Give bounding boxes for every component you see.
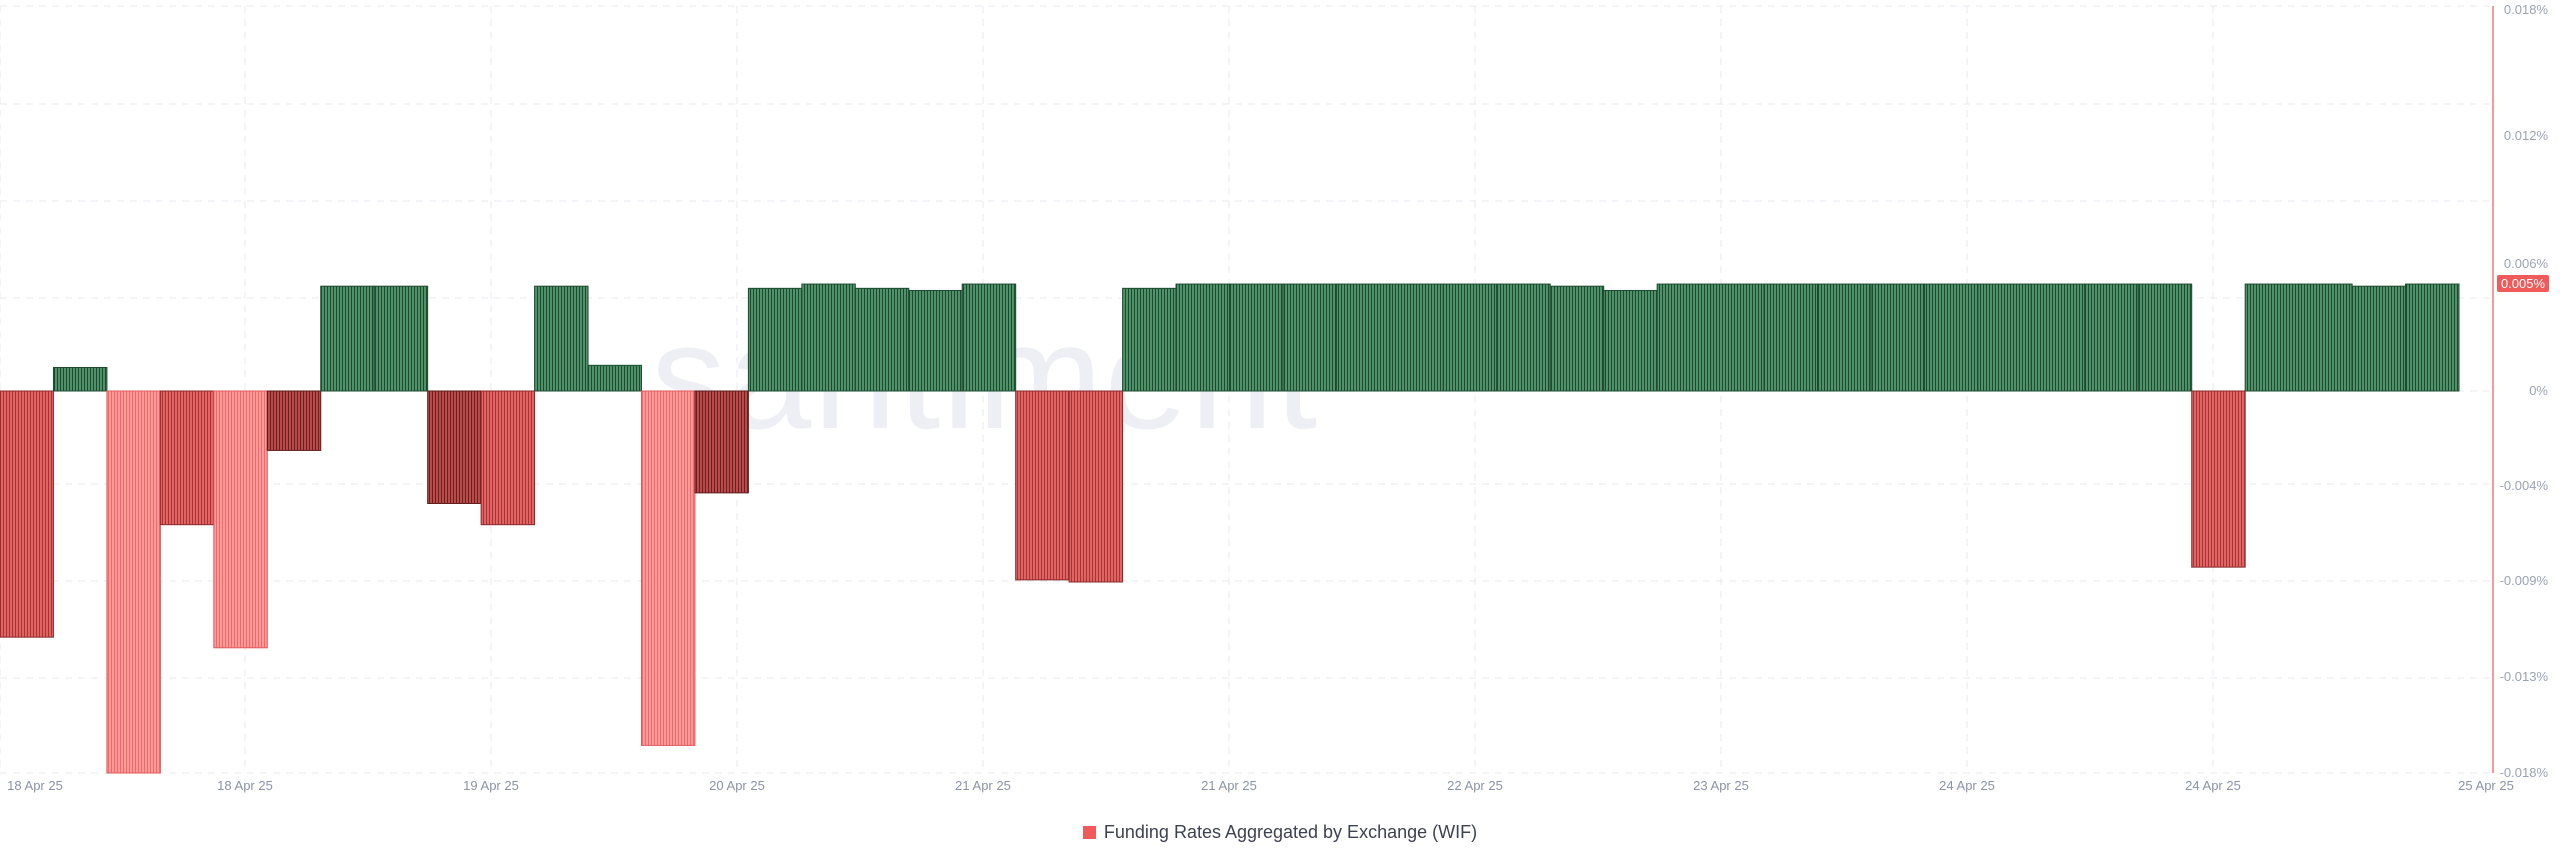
bar xyxy=(1015,390,1070,581)
x-tick-label: 21 Apr 25 xyxy=(1201,778,1257,793)
bar xyxy=(1977,283,2032,392)
x-tick-label: 23 Apr 25 xyxy=(1693,778,1749,793)
bar xyxy=(213,390,268,649)
bar xyxy=(1603,289,1658,392)
bar xyxy=(640,390,696,746)
bar xyxy=(2137,283,2193,392)
bar xyxy=(320,285,375,392)
bar-series xyxy=(0,283,2460,774)
bar xyxy=(1817,283,1872,392)
bar xyxy=(1175,283,1231,392)
bar xyxy=(2191,390,2246,568)
bar xyxy=(480,390,536,526)
bar xyxy=(266,390,322,451)
y-tick-label: -0.018% xyxy=(2500,765,2549,780)
last-value-badge xyxy=(2497,275,2549,293)
bar xyxy=(52,366,108,392)
bar xyxy=(1710,283,1765,392)
y-tick-label: 0.012% xyxy=(2504,128,2549,143)
y-tick-label: -0.009% xyxy=(2500,573,2549,588)
bar xyxy=(106,390,161,774)
bar xyxy=(961,283,1017,392)
bar xyxy=(854,287,910,392)
x-tick-label: 21 Apr 25 xyxy=(955,778,1011,793)
y-axis: 0.018% 0.012% 0.006% 0% -0.004% -0.009% -0.013… xyxy=(2492,2,2549,780)
bar xyxy=(1122,287,1177,392)
bar xyxy=(587,364,642,392)
x-tick-label: 19 Apr 25 xyxy=(463,778,519,793)
bar xyxy=(159,390,215,526)
bar xyxy=(2244,283,2300,392)
legend-swatch-icon xyxy=(1082,826,1096,839)
last-value-label: 0.005% xyxy=(2501,276,2546,291)
x-tick-label: 18 Apr 25 xyxy=(217,778,273,793)
y-tick-label: 0% xyxy=(2529,383,2548,398)
bar xyxy=(373,285,429,392)
bar xyxy=(2405,283,2460,392)
bar xyxy=(427,390,482,504)
bar xyxy=(534,285,589,392)
bar xyxy=(1870,283,1925,392)
x-axis: 18 Apr 25 18 Apr 25 19 Apr 25 20 Apr 25 21 A… xyxy=(7,778,2514,793)
bar xyxy=(1282,283,1337,392)
bar xyxy=(1923,283,1979,392)
x-tick-label: 18 Apr 25 xyxy=(7,778,63,793)
bar xyxy=(1442,283,1498,392)
y-tick-label: 0.006% xyxy=(2504,256,2549,271)
chart-legend[interactable]: Funding Rates Aggregated by Exchange (WI… xyxy=(0,822,2560,843)
bar xyxy=(1229,283,1284,392)
bar xyxy=(0,390,54,638)
x-tick-label: 25 Apr 25 xyxy=(2458,778,2514,793)
last-value-marker: 0.005% xyxy=(2497,275,2549,293)
bar xyxy=(2030,283,2086,392)
bar xyxy=(1763,283,1819,392)
y-tick-label: -0.013% xyxy=(2500,669,2549,684)
bar xyxy=(1335,283,1391,392)
bar xyxy=(1496,283,1551,392)
bar xyxy=(747,287,803,392)
y-tick-label: 0.018% xyxy=(2504,2,2549,17)
bar xyxy=(801,283,856,392)
x-tick-label: 24 Apr 25 xyxy=(1939,778,1995,793)
bar xyxy=(1389,283,1444,392)
bar xyxy=(1068,390,1124,583)
bar xyxy=(908,289,963,392)
bar xyxy=(1549,285,1605,392)
bar xyxy=(2298,283,2353,392)
bar xyxy=(2351,285,2407,392)
bar xyxy=(2084,283,2139,392)
legend-label: Funding Rates Aggregated by Exchange (WI… xyxy=(1103,822,1478,842)
x-tick-label: 22 Apr 25 xyxy=(1447,778,1503,793)
y-tick-label: -0.004% xyxy=(2500,478,2549,493)
bar xyxy=(694,390,749,494)
bar xyxy=(1656,283,1712,392)
x-tick-label: 24 Apr 25 xyxy=(2185,778,2241,793)
x-tick-label: 20 Apr 25 xyxy=(709,778,765,793)
